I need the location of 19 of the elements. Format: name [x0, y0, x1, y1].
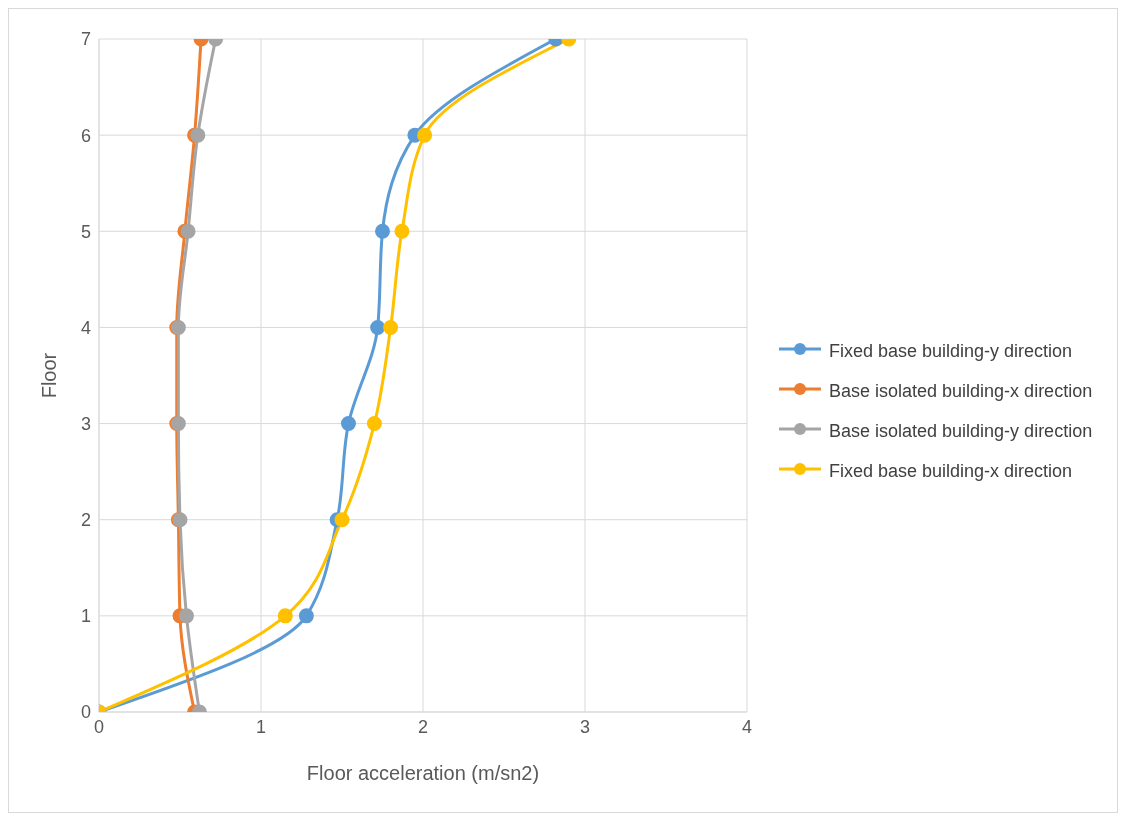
- x-axis-title: Floor acceleration (m/sn2): [306, 762, 540, 784]
- y-tick-label: 5: [80, 221, 91, 242]
- y-tick-label: 2: [80, 510, 91, 531]
- legend-label: Fixed base building-y direction: [829, 339, 1073, 363]
- y-tick-label: 0: [80, 702, 91, 723]
- y-tick-label: 1: [80, 606, 91, 627]
- x-tick-label: 2: [417, 716, 429, 737]
- x-tick-label: 4: [741, 716, 753, 737]
- y-tick-label: 4: [80, 317, 91, 338]
- y-tick-label: 3: [80, 413, 91, 434]
- legend-label: Fixed base building-x direction: [829, 459, 1073, 483]
- y-axis-title: Floor: [38, 352, 61, 399]
- x-tick-label: 1: [255, 716, 267, 737]
- y-tick-label: 7: [80, 29, 91, 50]
- x-tick-label: 0: [93, 716, 105, 737]
- legend-label: Base isolated building-y direction: [829, 419, 1093, 443]
- x-tick-label: 3: [579, 716, 591, 737]
- y-tick-label: 6: [80, 125, 91, 146]
- legend-label: Base isolated building-x direction: [829, 379, 1093, 403]
